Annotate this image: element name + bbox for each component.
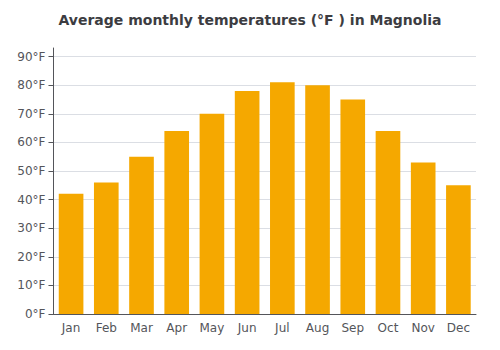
svg-text:Feb: Feb	[96, 321, 117, 335]
svg-text:Sep: Sep	[341, 321, 364, 335]
svg-text:Jul: Jul	[274, 321, 289, 335]
svg-text:May: May	[200, 321, 225, 335]
svg-text:Oct: Oct	[378, 321, 399, 335]
svg-text:70°F: 70°F	[17, 107, 45, 121]
svg-text:20°F: 20°F	[17, 250, 45, 264]
svg-text:80°F: 80°F	[17, 78, 45, 92]
svg-text:10°F: 10°F	[17, 278, 45, 292]
svg-text:30°F: 30°F	[17, 221, 45, 235]
svg-text:Average monthly temperatures (: Average monthly temperatures (°F ) in Ma…	[58, 12, 441, 28]
svg-text:40°F: 40°F	[17, 193, 45, 207]
svg-text:Jun: Jun	[237, 321, 257, 335]
svg-text:Nov: Nov	[411, 321, 434, 335]
svg-text:0°F: 0°F	[25, 307, 46, 321]
svg-text:90°F: 90°F	[17, 50, 45, 64]
svg-text:Apr: Apr	[166, 321, 187, 335]
svg-text:60°F: 60°F	[17, 135, 45, 149]
svg-text:Aug: Aug	[306, 321, 329, 335]
svg-text:Dec: Dec	[447, 321, 470, 335]
svg-text:Mar: Mar	[130, 321, 153, 335]
svg-text:50°F: 50°F	[17, 164, 45, 178]
svg-text:Jan: Jan	[61, 321, 81, 335]
